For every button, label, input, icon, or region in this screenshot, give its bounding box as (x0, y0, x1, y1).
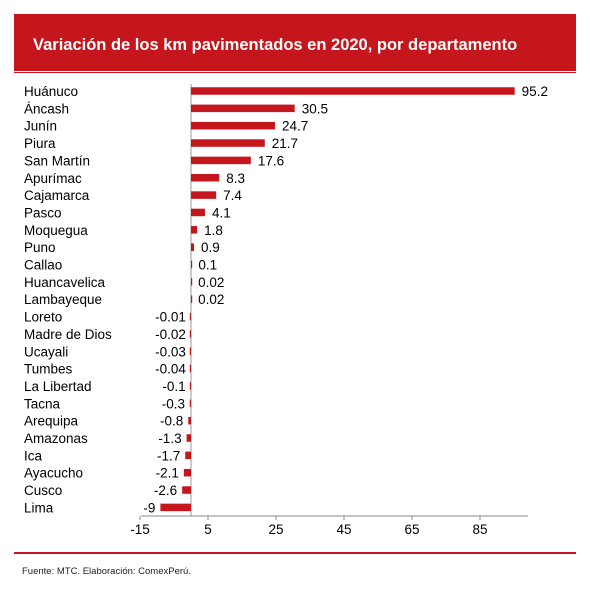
bar (189, 364, 191, 373)
category-label: Amazonas (24, 431, 88, 446)
value-label: 21.7 (272, 136, 298, 151)
category-label: Ayacucho (24, 466, 83, 481)
bar (191, 87, 515, 95)
category-label: Tumbes (24, 362, 73, 377)
value-label: 17.6 (258, 153, 284, 168)
category-label: Huancavelica (24, 275, 106, 290)
category-label: Lambayeque (24, 292, 102, 307)
bar (189, 330, 191, 338)
x-tick-label: 5 (204, 522, 212, 537)
category-label: Ica (24, 448, 43, 463)
value-label: -0.8 (160, 414, 183, 429)
value-label: 95.2 (522, 84, 548, 99)
value-label: -0.02 (155, 327, 186, 342)
chart-title: Variación de los km pavimentados en 2020… (33, 36, 518, 54)
value-label: -2.1 (156, 466, 179, 481)
category-label: Pasco (24, 205, 62, 220)
category-label: Junín (24, 119, 57, 134)
bar (191, 208, 205, 217)
bar (189, 312, 191, 321)
bar (191, 121, 275, 130)
value-label: -0.03 (155, 344, 186, 359)
category-label: Lima (24, 500, 54, 515)
bar (191, 226, 198, 234)
category-label: Loreto (24, 310, 62, 325)
category-label: Callao (24, 258, 62, 273)
x-tick-label: 85 (472, 522, 487, 537)
category-label: Áncash (24, 101, 69, 116)
bar (160, 503, 191, 512)
bar (191, 139, 265, 147)
value-label: 4.1 (212, 205, 231, 220)
value-label: 30.5 (302, 101, 328, 116)
footer-divider (14, 552, 576, 554)
bar (191, 156, 251, 165)
value-label: -1.3 (158, 431, 181, 446)
category-label: Huánuco (24, 84, 78, 99)
bar (188, 416, 191, 425)
bar (189, 347, 191, 355)
value-label: 0.9 (201, 240, 220, 255)
value-label: -2.6 (154, 483, 177, 498)
x-tick-label: -15 (130, 522, 150, 537)
value-label: -1.7 (157, 448, 180, 463)
x-tick-label: 45 (336, 522, 351, 537)
category-label: Moquegua (24, 223, 88, 238)
category-label: Puno (24, 240, 56, 255)
category-label: Cusco (24, 483, 62, 498)
x-tick-label: 65 (404, 522, 419, 537)
bar (191, 191, 217, 199)
category-label: Arequipa (24, 414, 79, 429)
category-label: Piura (24, 136, 56, 151)
value-label: 0.02 (198, 275, 224, 290)
value-label: 8.3 (226, 171, 245, 186)
category-label: La Libertad (24, 379, 92, 394)
value-label: -0.04 (155, 362, 186, 377)
header-divider (14, 72, 576, 73)
value-label: 24.7 (282, 119, 308, 134)
title-banner: Variación de los km pavimentados en 2020… (14, 14, 576, 71)
category-label: San Martín (24, 153, 90, 168)
bar (185, 451, 191, 460)
category-label: Apurímac (24, 171, 82, 186)
category-label: Cajamarca (24, 188, 90, 203)
bar (191, 104, 295, 113)
bar (191, 260, 193, 269)
bar (182, 486, 191, 494)
value-label: -9 (143, 500, 155, 515)
category-label: Madre de Dios (24, 327, 112, 342)
bar (191, 243, 195, 251)
bar (191, 174, 220, 182)
value-label: 7.4 (223, 188, 242, 203)
bar (191, 295, 193, 303)
value-label: -0.3 (162, 396, 185, 411)
category-label: Ucayali (24, 344, 68, 359)
bar (189, 382, 191, 390)
value-label: 1.8 (204, 223, 223, 238)
value-label: 0.1 (198, 258, 217, 273)
bar (183, 468, 191, 477)
bar (186, 434, 191, 442)
bar (191, 278, 193, 286)
bar (189, 399, 191, 408)
value-label: -0.01 (155, 310, 186, 325)
value-label: 0.02 (198, 292, 224, 307)
value-label: -0.1 (162, 379, 185, 394)
source-note: Fuente: MTC. Elaboración: ComexPerú. (22, 566, 191, 577)
category-label: Tacna (24, 396, 61, 411)
x-tick-label: 25 (268, 522, 283, 537)
